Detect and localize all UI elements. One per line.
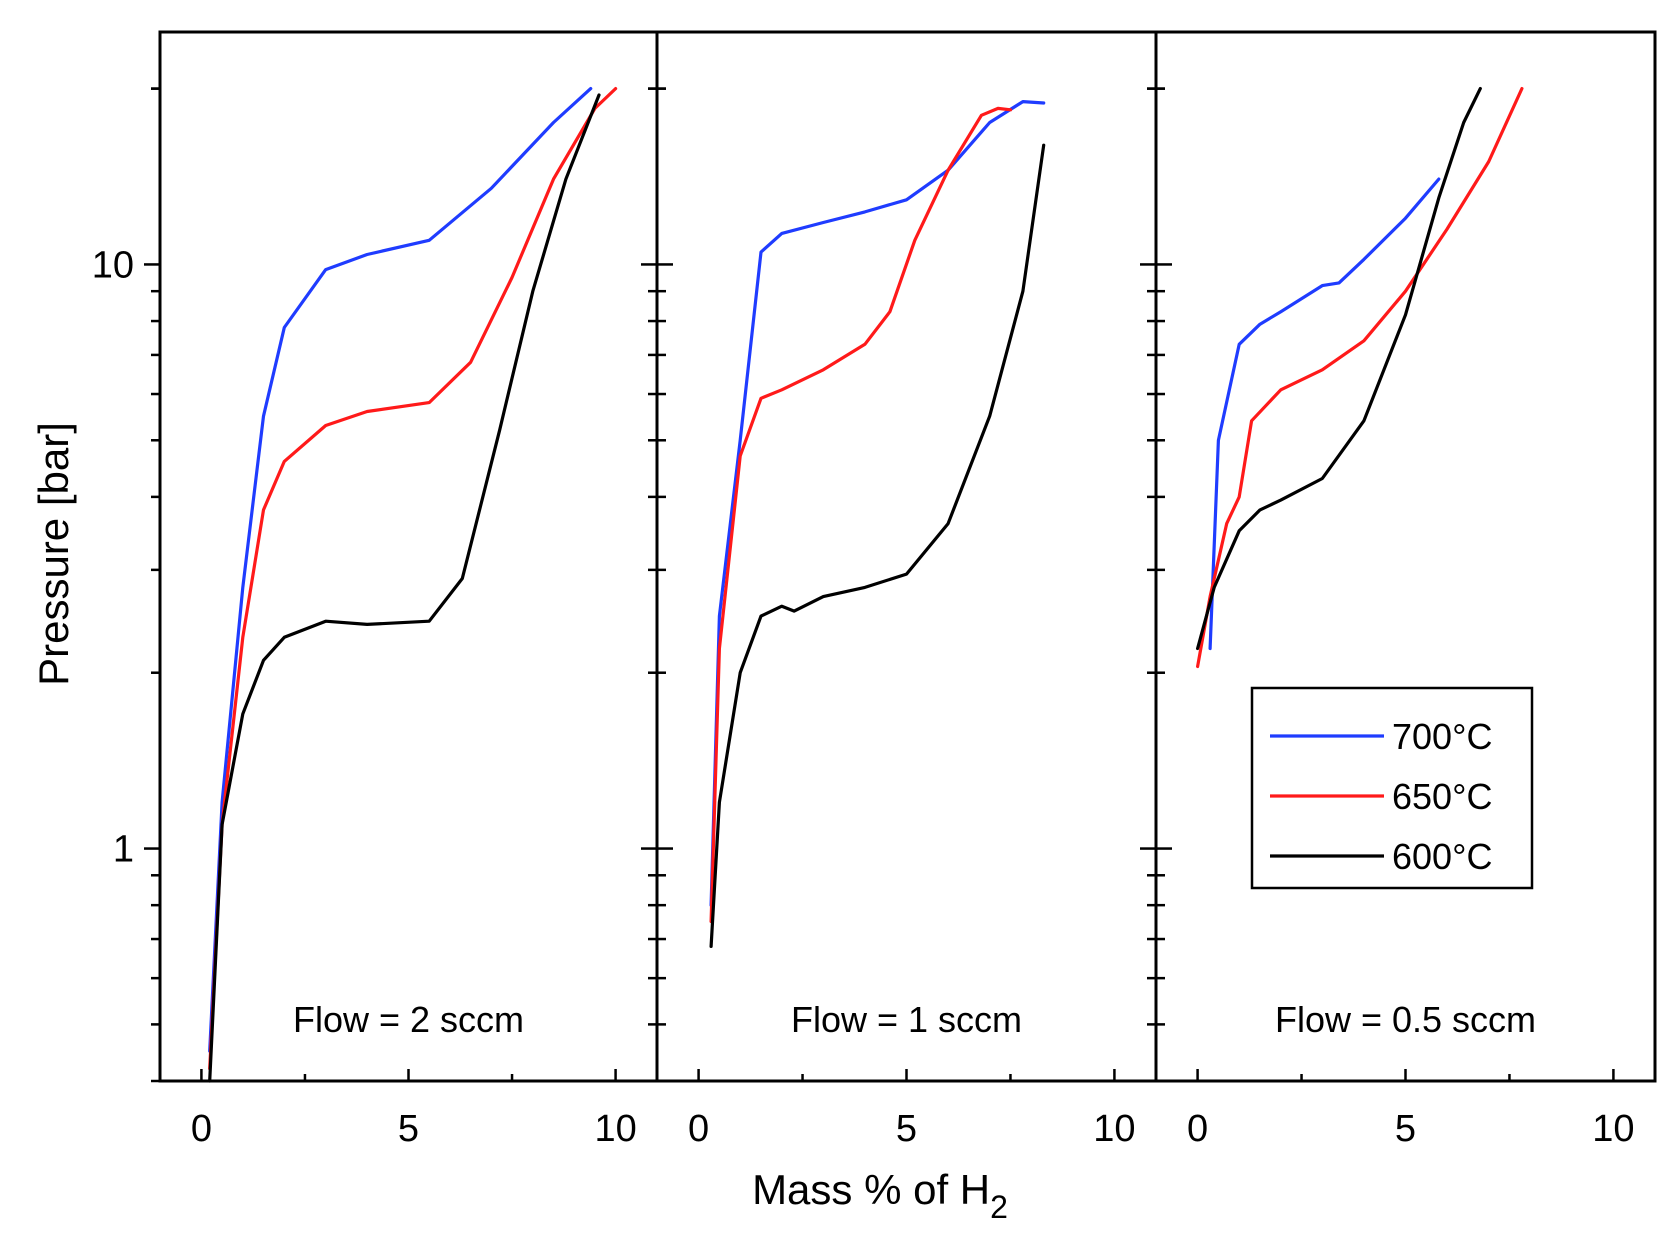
series-line-600c: [208, 93, 601, 1083]
x-axis-title: Mass % of H2: [752, 1166, 1008, 1225]
panels-group: 0 5 10 10 1 Flow = 2 sccm 0 5 10 Flow = 1 sccm 0 5 1…: [92, 30, 1657, 1150]
x-tick-label: 5: [398, 1108, 419, 1150]
y-tick-label: 1: [113, 829, 134, 871]
axis-labels: Pressure [bar] Mass % of H2: [30, 422, 1008, 1225]
x-tick-label: 0: [688, 1108, 709, 1150]
series-line-700c: [1208, 177, 1441, 651]
x-tick-label: 0: [1187, 1108, 1208, 1150]
panel-frame: [655, 30, 1158, 1083]
panel-1: 0 5 10 10 1 Flow = 2 sccm: [92, 30, 659, 1150]
x-axis-title-main: Mass % of H: [752, 1166, 990, 1213]
x-tick-label: 10: [594, 1108, 636, 1150]
panel-label: Flow = 2 sccm: [293, 999, 524, 1040]
series-line-650c: [208, 87, 618, 1071]
series-line-700c: [709, 100, 1046, 907]
series-line-650c: [1196, 87, 1524, 669]
panel-frame: [1154, 30, 1657, 1083]
panel-frame: [158, 30, 659, 1083]
series-line-700c: [208, 87, 593, 1053]
panel-2: 0 5 10 Flow = 1 sccm: [641, 30, 1158, 1150]
legend: 700°C 650°C 600°C: [1250, 686, 1534, 890]
series-line-600c: [709, 143, 1046, 948]
x-tick-label: 10: [1592, 1108, 1634, 1150]
panel-label: Flow = 0.5 sccm: [1275, 999, 1536, 1040]
legend-label: 650°C: [1392, 776, 1492, 817]
x-tick-label: 5: [1395, 1108, 1416, 1150]
x-axis-title-subscript: 2: [990, 1189, 1008, 1225]
legend-label: 700°C: [1392, 716, 1492, 757]
x-tick-label: 0: [191, 1108, 212, 1150]
x-tick-label: 5: [896, 1108, 917, 1150]
x-tick-label: 10: [1093, 1108, 1135, 1150]
series-line-650c: [709, 106, 1013, 924]
y-axis-title: Pressure [bar]: [30, 422, 77, 686]
y-tick-label: 10: [92, 244, 134, 286]
panel-label: Flow = 1 sccm: [791, 999, 1022, 1040]
series-line-600c: [1196, 87, 1482, 651]
legend-label: 600°C: [1392, 836, 1492, 877]
panel-3: 0 5 10 Flow = 0.5 sccm: [1140, 30, 1657, 1150]
